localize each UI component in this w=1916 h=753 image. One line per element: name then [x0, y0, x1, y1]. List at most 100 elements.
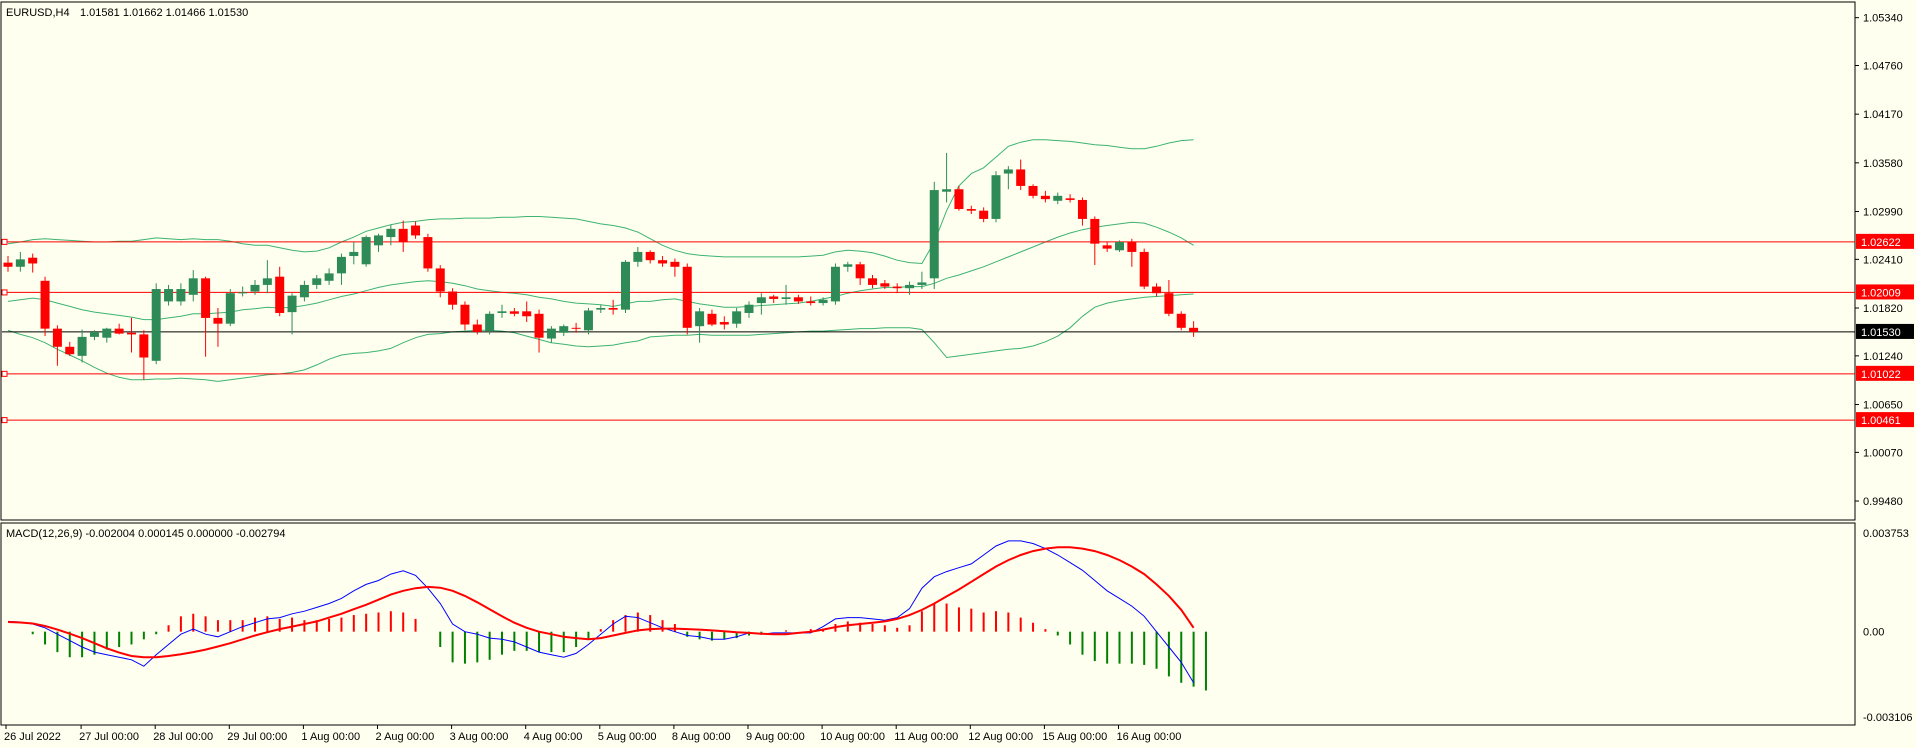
candle-body	[682, 266, 692, 328]
macd-tick-label: 0.003753	[1863, 528, 1909, 540]
candle-body	[164, 289, 174, 302]
candle-body	[188, 278, 198, 295]
time-label: 11 Aug 00:00	[894, 731, 958, 743]
candle	[336, 253, 346, 285]
candle-body	[744, 304, 754, 313]
price-tick-label: 1.02410	[1863, 254, 1903, 266]
candle	[979, 207, 989, 223]
bollinger-lower-band	[7, 293, 1194, 382]
candle-body	[324, 273, 334, 281]
price-tick-label: 1.05340	[1863, 13, 1903, 25]
candle	[89, 330, 99, 341]
candle	[596, 304, 606, 313]
candle	[448, 288, 458, 310]
candle-body	[546, 328, 556, 339]
candle-body	[509, 311, 519, 314]
candle	[954, 185, 964, 211]
candle-body	[719, 322, 729, 325]
candle-body	[522, 311, 532, 317]
candle-body	[1176, 313, 1186, 328]
candle	[744, 301, 754, 318]
candle-body	[559, 326, 569, 333]
candle-body	[979, 210, 989, 219]
candle-body	[435, 268, 445, 292]
candle-body	[855, 264, 865, 279]
price-tick-label: 1.04760	[1863, 61, 1903, 73]
symbol-label: EURUSD,H4	[6, 7, 70, 19]
candle	[52, 325, 62, 366]
candle-body	[52, 328, 62, 347]
candle	[1016, 159, 1026, 191]
candle-body	[583, 310, 593, 331]
price-tick-label: 1.01820	[1863, 303, 1903, 315]
level-handle[interactable]	[1, 238, 8, 245]
candle	[1152, 283, 1162, 297]
candle-body	[806, 301, 816, 304]
candle-body	[65, 346, 75, 355]
candle	[571, 322, 581, 333]
candle	[250, 279, 260, 295]
candle	[534, 309, 544, 353]
candle-body	[1164, 293, 1174, 314]
level-price-label: 1.02622	[1861, 237, 1901, 249]
candle-body	[954, 189, 964, 210]
price-panel[interactable]	[0, 1, 1856, 521]
candle-body	[262, 278, 272, 285]
level-price-label: 1.01022	[1861, 369, 1901, 381]
candle	[608, 299, 618, 315]
candle	[15, 251, 25, 272]
candle-body	[460, 304, 470, 325]
candle	[411, 221, 421, 239]
candle	[238, 286, 248, 297]
candle	[670, 258, 680, 277]
level-handle[interactable]	[1, 417, 8, 424]
level-handle[interactable]	[1, 289, 8, 296]
candle	[1115, 240, 1124, 252]
candle-body	[1189, 327, 1199, 332]
candle-body	[966, 209, 976, 211]
level-price-label: 1.02009	[1861, 287, 1901, 299]
level-handle[interactable]	[1, 370, 8, 377]
level-price-label: 1.00461	[1861, 415, 1901, 427]
price-tick-label: 1.03580	[1863, 158, 1903, 170]
candle-body	[1152, 286, 1162, 294]
candle	[633, 246, 643, 267]
level-price-tag	[1856, 233, 1914, 249]
candle-body	[374, 235, 383, 246]
candle-body	[929, 190, 939, 279]
candle	[905, 281, 915, 295]
time-label: 10 Aug 00:00	[820, 731, 885, 743]
candle	[361, 235, 371, 267]
candle-body	[793, 297, 803, 302]
horizontal-levels[interactable]: 1.02622 1.02009 1.01022 1.00461 1.01530	[1, 233, 1914, 428]
candle-body	[213, 317, 223, 324]
candle-body	[868, 278, 877, 285]
candle-body	[818, 299, 828, 304]
candle-body	[77, 336, 87, 356]
candle	[262, 260, 272, 294]
candle-body	[534, 313, 544, 338]
candle	[287, 293, 297, 335]
candle	[127, 317, 136, 353]
macd-panel[interactable]	[0, 522, 1856, 726]
candle-body	[1003, 169, 1013, 174]
price-tick-label: 1.00070	[1863, 447, 1903, 459]
time-label: 3 Aug 00:00	[450, 731, 509, 743]
candle	[1053, 192, 1063, 205]
candle-body	[411, 225, 421, 236]
candle-body	[1139, 251, 1149, 287]
candle	[472, 319, 482, 335]
candle	[1127, 238, 1137, 267]
candle	[880, 279, 890, 290]
candle-body	[361, 237, 371, 265]
candle	[1164, 279, 1174, 317]
candle-body	[423, 237, 433, 269]
candle	[1077, 197, 1087, 226]
candle-body	[448, 291, 458, 305]
candle-body	[843, 264, 853, 267]
candle	[114, 323, 124, 335]
candle	[732, 308, 742, 328]
candle-body	[89, 331, 99, 337]
candle	[40, 276, 50, 337]
